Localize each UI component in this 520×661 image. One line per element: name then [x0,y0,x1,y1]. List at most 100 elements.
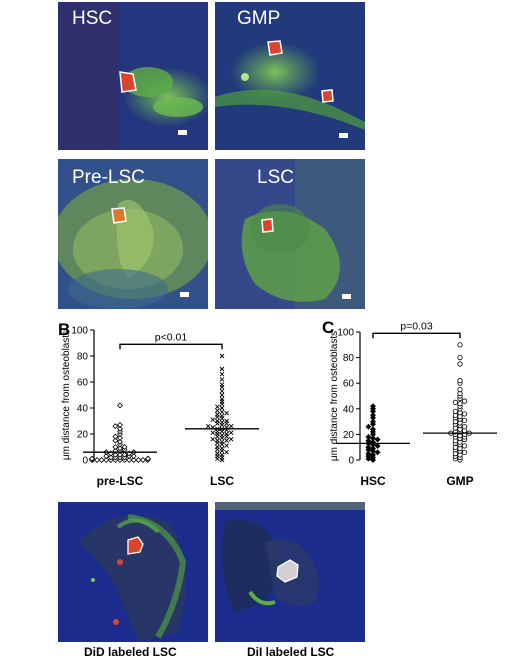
chart-c-point-0-4 [370,451,376,458]
micrograph-hsc-image [58,2,208,150]
chart-b-point-1-34 [228,423,234,429]
chart-c-point-1-46 [452,399,459,406]
micrograph-dii [215,502,365,642]
chart-b-point-0-38 [121,444,128,450]
chart-b-point-0-24 [103,453,110,460]
chart-b-point-0-18 [145,455,151,462]
chart-b-y-tick-label-80: 80 [77,352,89,363]
chart-b-point-1-25 [210,430,216,436]
chart-b-point-1-14 [219,439,225,445]
micrograph-label-pre-lsc: Pre-LSC [72,167,145,188]
chart-b-point-0-36 [117,445,123,452]
micrograph-dii-image [215,502,365,642]
chart-c-point-1-6 [462,449,468,455]
micrograph-did [58,502,208,642]
micrograph-label-lsc: LSC [257,167,294,188]
chart-c-point-0-26 [370,412,376,419]
chart-b-point-1-48 [219,409,225,415]
chart-b-point-0-10 [140,457,146,463]
chart-c-y-tick-label-40: 40 [343,404,355,415]
chart-c-point-1-47 [462,398,468,404]
chart-b-point-0-46 [117,425,123,432]
micrograph-gmp: GMP [215,2,365,150]
micrograph-pre-lsc-image [58,159,208,309]
chart-b-point-1-40 [215,418,220,424]
caption-dii: DiI labeled LSC [247,645,335,659]
chart-b-point-1-11 [224,443,229,449]
chart-b-point-1-24 [224,431,229,437]
chart-b-point-1-18 [228,436,234,442]
chart-b-point-1-49 [215,408,220,413]
chart-b-y-tick-label-0: 0 [82,456,88,467]
chart-b-point-1-58 [219,382,225,387]
chart-b-point-1-60 [219,371,225,377]
chart-b-point-1-35 [205,423,211,429]
chart-b-point-0-28 [121,451,128,458]
panel-letter-c: C [322,318,335,337]
chart-b-category-label-0: pre-LSC [97,474,144,488]
chart-b-point-1-16 [224,438,229,443]
chart-c-y-tick-label-60: 60 [343,379,355,390]
chart-b-y-axis-label: μm distance from osteoblasts [61,330,72,460]
chart-b-point-1-22 [219,432,225,438]
micrograph-pre-lsc: Pre-LSC [58,159,208,309]
chart-c-point-0-21 [370,426,376,433]
chart-b-point-0-27 [112,451,119,458]
panel-letter-b: B [58,320,71,339]
chart-b-category-label-1: LSC [210,474,234,488]
chart-b-y-tick-label-60: 60 [77,378,89,389]
chart-c-point-1-35 [462,417,468,423]
chart-c-significance-bracket [372,332,461,339]
chart-b-y-tick-label-20: 20 [77,430,89,441]
chart-c-point-0-11 [374,442,381,449]
chart-c-point-0-10 [365,444,372,451]
chart-b-point-1-47 [224,410,229,416]
chart-b-point-1-62 [219,353,225,359]
chart-b-point-0-7 [98,457,105,463]
chart-c-y-tick-label-100: 100 [337,328,354,339]
chart-b-point-1-61 [219,366,225,372]
chart-b-point-0-9 [94,457,100,463]
chart-b-point-0-6 [130,457,137,463]
chart-c-point-1-55 [457,354,463,361]
chart-b-point-0-42 [117,434,123,441]
chart-c-y-tick-label-80: 80 [343,353,355,364]
micrograph-lsc-image [215,159,365,309]
chart-b-point-0-5 [103,457,110,463]
chart-c-point-1-11 [462,443,468,449]
chart-b-point-1-54 [219,396,225,402]
chart-c-y-tick-label-0: 0 [348,456,354,467]
chart-c-point-1-53 [457,378,463,384]
chart-b-point-0-22 [107,454,114,461]
chart-c-point-1-56 [457,342,463,348]
chart-b-point-0-25 [130,453,137,460]
chart-b-point-0-26 [117,451,123,458]
chart-c-point-1-45 [457,401,463,407]
micrograph-lsc: LSC [215,159,365,309]
chart-b-point-0-48 [117,421,123,428]
chart-b-point-1-41 [224,418,229,424]
chart-c-y-tick-label-20: 20 [343,430,355,441]
chart-b-point-1-5 [215,451,220,456]
chart-b-point-0-4 [126,457,133,463]
chart-b-point-1-42 [210,417,216,423]
chart-c-point-0-16 [374,436,381,443]
chart-b-point-1-15 [215,438,220,443]
chart-b-point-1-56 [219,388,225,394]
chart-b-significance-label: p<0.01 [155,331,188,343]
chart-c-point-0-18 [365,433,372,440]
chart-b-point-1-17 [210,436,216,442]
chart-b-point-0-37 [112,444,119,450]
chart-b-point-1-39 [219,419,225,425]
chart-c-category-label-0: HSC [360,474,386,488]
chart-c-point-0-24 [370,418,376,425]
chart-b-point-0-43 [112,433,119,440]
micrograph-hsc: HSC [58,2,208,150]
chart-c-significance-label: p=0.03 [400,320,433,332]
chart-c-point-0-6 [374,449,381,456]
micrograph-gmp-image [215,2,365,150]
chart-b-point-0-34 [112,447,119,454]
chart-b-point-1-50 [219,405,225,411]
